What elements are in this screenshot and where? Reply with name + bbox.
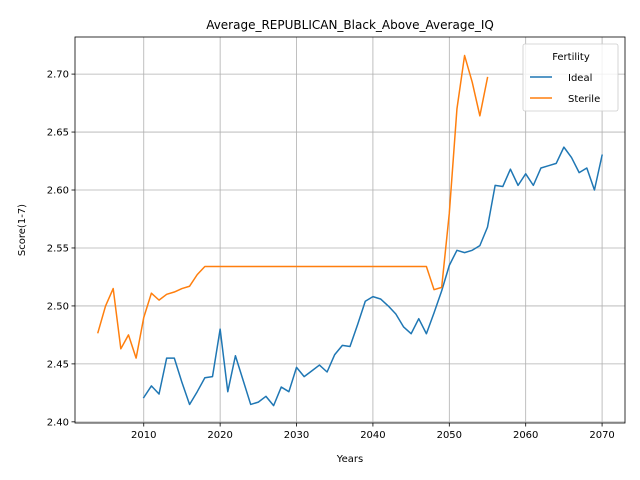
y-tick-label: 2.50 xyxy=(47,301,69,312)
y-tick-label: 2.65 xyxy=(47,128,69,139)
x-tick-label: 2060 xyxy=(513,430,538,441)
legend: Fertility Ideal Sterile xyxy=(522,43,619,112)
legend-label-ideal: Ideal xyxy=(568,73,592,84)
legend-label-sterile: Sterile xyxy=(568,94,600,105)
x-axis-title: Years xyxy=(336,454,363,465)
y-axis-ticks: 2.40 2.45 2.50 2.55 2.60 2.65 2.70 xyxy=(47,70,75,428)
y-tick-label: 2.70 xyxy=(47,70,69,81)
legend-title: Fertility xyxy=(552,52,590,63)
x-tick-label: 2040 xyxy=(360,430,385,441)
series-lines xyxy=(96,54,603,407)
x-axis-ticks: 2010 2020 2030 2040 2050 2060 2070 xyxy=(131,423,615,441)
y-tick-label: 2.55 xyxy=(47,243,69,254)
legend-box xyxy=(522,43,619,112)
x-tick-label: 2030 xyxy=(284,430,309,441)
y-tick-label: 2.45 xyxy=(47,359,69,370)
grid xyxy=(75,37,625,423)
chart-title: Average_REPUBLICAN_Black_Above_Average_I… xyxy=(206,18,494,32)
plot-area-frame xyxy=(74,36,626,424)
y-axis-title: Score(1-7) xyxy=(17,204,28,256)
series-line-ideal xyxy=(142,146,603,407)
series-line-sterile xyxy=(96,54,489,359)
x-tick-label: 2020 xyxy=(207,430,232,441)
y-tick-label: 2.60 xyxy=(47,186,69,197)
x-tick-label: 2070 xyxy=(589,430,614,441)
x-tick-label: 2050 xyxy=(437,430,462,441)
y-tick-label: 2.40 xyxy=(47,417,69,428)
x-tick-label: 2010 xyxy=(131,430,156,441)
